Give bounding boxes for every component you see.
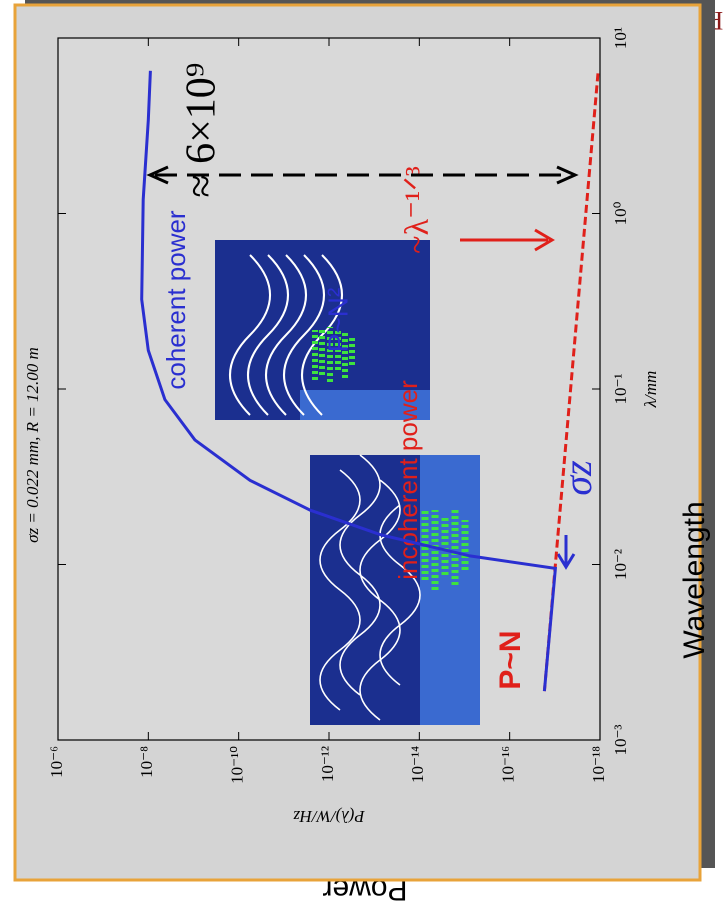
y-tick-label: 10⁻¹² bbox=[318, 746, 337, 782]
coherent-label: coherent power bbox=[161, 210, 191, 390]
slope-label: ~λ⁻¹ᐟ³ bbox=[399, 166, 436, 254]
inset-block bbox=[420, 455, 480, 725]
x-tick-label: 10¹ bbox=[611, 27, 630, 49]
x-tick-label: 10⁻² bbox=[611, 549, 630, 580]
x-caption: Wavelength bbox=[678, 501, 711, 658]
subtitle: σz = 0.022 mm, R = 12.00 m bbox=[23, 347, 42, 543]
p-n2-label: P~N² bbox=[322, 288, 353, 353]
x-axis-label: λ/mm bbox=[641, 371, 660, 409]
sigma-label: σz bbox=[555, 460, 600, 496]
x-tick-label: 10⁰ bbox=[611, 201, 630, 225]
y-axis-label: P(λ)/W/Hz bbox=[293, 807, 366, 826]
y-tick-label: 10⁻¹⁶ bbox=[499, 746, 518, 783]
y-tick-label: 10⁻¹⁰ bbox=[228, 746, 247, 784]
ratio-label: ≈ 6×10⁹ bbox=[179, 63, 225, 198]
x-tick-label: 10⁻¹ bbox=[611, 373, 630, 404]
y-tick-label: 10⁻⁶ bbox=[47, 746, 66, 778]
rotated-chart: σz = 0.022 mm, R = 12.00 m λ/mm P(λ)/W/H… bbox=[15, 0, 715, 880]
p-n-label: P~N bbox=[494, 630, 527, 689]
y-tick-label: 10⁻¹⁴ bbox=[408, 746, 427, 783]
y-tick-label: 10⁻⁸ bbox=[137, 746, 156, 778]
y-tick-label: 10⁻¹⁸ bbox=[589, 746, 608, 783]
x-tick-label: 10⁻³ bbox=[611, 724, 630, 755]
incoherent-label: incoherent power bbox=[393, 380, 423, 580]
slide: Power P σz = 0.022 mm, R = 12.00 m λ/mm … bbox=[0, 0, 728, 910]
